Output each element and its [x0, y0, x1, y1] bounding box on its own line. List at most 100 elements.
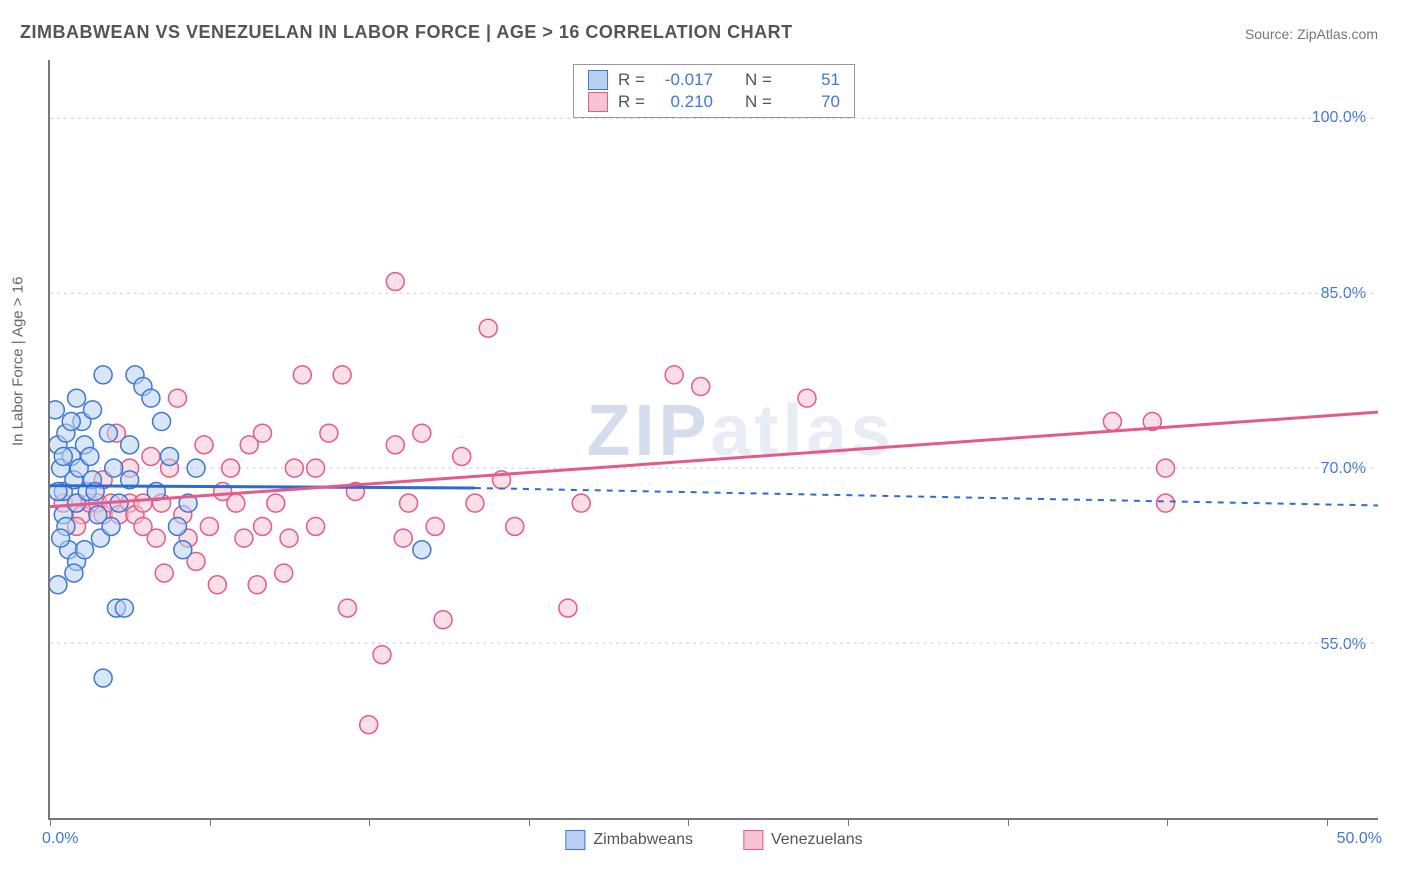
- x-tick-mark: [529, 818, 530, 826]
- x-tick-mark: [1327, 818, 1328, 826]
- data-point: [559, 599, 577, 617]
- series-legend: Zimbabweans Venezuelans: [565, 830, 862, 850]
- data-point: [94, 669, 112, 687]
- data-point: [506, 517, 524, 535]
- data-point: [413, 424, 431, 442]
- trend-line: [50, 486, 475, 488]
- data-point: [99, 424, 117, 442]
- data-point: [62, 413, 80, 431]
- n-label: N =: [745, 92, 775, 112]
- data-point: [373, 646, 391, 664]
- plot-area: ZIPatlas R = -0.017 N = 51 R = 0.210 N =…: [48, 60, 1378, 820]
- x-tick-mark: [688, 818, 689, 826]
- data-point: [479, 319, 497, 337]
- data-point: [360, 716, 378, 734]
- data-point: [426, 517, 444, 535]
- data-point: [115, 599, 133, 617]
- data-point: [293, 366, 311, 384]
- data-point: [235, 529, 253, 547]
- data-point: [155, 564, 173, 582]
- data-point: [394, 529, 412, 547]
- data-point: [76, 541, 94, 559]
- data-point: [142, 448, 160, 466]
- n-value-venezuelan: 70: [785, 92, 840, 112]
- x-axis-min-label: 0.0%: [42, 830, 78, 848]
- legend-row-zimbabwean: R = -0.017 N = 51: [588, 69, 840, 91]
- data-point: [121, 436, 139, 454]
- data-point: [84, 401, 102, 419]
- data-point: [50, 401, 64, 419]
- r-value-zimbabwean: -0.017: [658, 70, 713, 90]
- data-point: [338, 599, 356, 617]
- data-point: [142, 389, 160, 407]
- data-point: [161, 448, 179, 466]
- data-point: [400, 494, 418, 512]
- data-point: [52, 529, 70, 547]
- data-point: [195, 436, 213, 454]
- correlation-legend: R = -0.017 N = 51 R = 0.210 N = 70: [573, 64, 855, 118]
- data-point: [174, 541, 192, 559]
- legend-label: Zimbabweans: [593, 831, 693, 849]
- data-point: [253, 517, 271, 535]
- x-tick-mark: [1167, 818, 1168, 826]
- data-point: [54, 448, 72, 466]
- data-point: [692, 378, 710, 396]
- legend-swatch-icon: [743, 830, 763, 850]
- data-point: [248, 576, 266, 594]
- trend-line-extrapolated: [475, 488, 1378, 505]
- x-axis-max-label: 50.0%: [1337, 830, 1382, 848]
- chart-title: ZIMBABWEAN VS VENEZUELAN IN LABOR FORCE …: [20, 22, 793, 43]
- data-point: [320, 424, 338, 442]
- data-point: [572, 494, 590, 512]
- x-tick-mark: [1008, 818, 1009, 826]
- n-label: N =: [745, 70, 775, 90]
- data-point: [227, 494, 245, 512]
- r-label: R =: [618, 70, 648, 90]
- data-point: [1157, 494, 1175, 512]
- data-point: [50, 576, 67, 594]
- data-point: [798, 389, 816, 407]
- data-point: [200, 517, 218, 535]
- x-tick-mark: [50, 818, 51, 826]
- legend-swatch-icon: [565, 830, 585, 850]
- data-point: [453, 448, 471, 466]
- legend-swatch-venezuelan: [588, 92, 608, 112]
- data-point: [1157, 459, 1175, 477]
- r-label: R =: [618, 92, 648, 112]
- data-point: [187, 459, 205, 477]
- data-point: [267, 494, 285, 512]
- data-point: [280, 529, 298, 547]
- n-value-zimbabwean: 51: [785, 70, 840, 90]
- data-point: [665, 366, 683, 384]
- data-point: [81, 448, 99, 466]
- data-point: [386, 436, 404, 454]
- data-point: [147, 529, 165, 547]
- legend-item-venezuelans: Venezuelans: [743, 830, 863, 850]
- data-point: [169, 517, 187, 535]
- source-label: Source: ZipAtlas.com: [1245, 26, 1378, 42]
- data-point: [413, 541, 431, 559]
- legend-label: Venezuelans: [771, 831, 863, 849]
- data-point: [208, 576, 226, 594]
- data-point: [94, 366, 112, 384]
- data-point: [169, 389, 187, 407]
- data-point: [222, 459, 240, 477]
- data-point: [307, 459, 325, 477]
- trend-line: [50, 412, 1378, 506]
- data-point: [386, 273, 404, 291]
- legend-swatch-zimbabwean: [588, 70, 608, 90]
- data-point: [1103, 413, 1121, 431]
- data-point: [65, 564, 83, 582]
- y-axis-label: In Labor Force | Age > 16: [10, 277, 27, 446]
- data-point: [68, 389, 86, 407]
- x-tick-mark: [210, 818, 211, 826]
- data-point: [102, 517, 120, 535]
- data-point: [333, 366, 351, 384]
- legend-item-zimbabweans: Zimbabweans: [565, 830, 693, 850]
- data-point: [285, 459, 303, 477]
- legend-row-venezuelan: R = 0.210 N = 70: [588, 91, 840, 113]
- data-point: [307, 517, 325, 535]
- r-value-venezuelan: 0.210: [658, 92, 713, 112]
- plot-svg: [50, 60, 1378, 818]
- x-tick-mark: [848, 818, 849, 826]
